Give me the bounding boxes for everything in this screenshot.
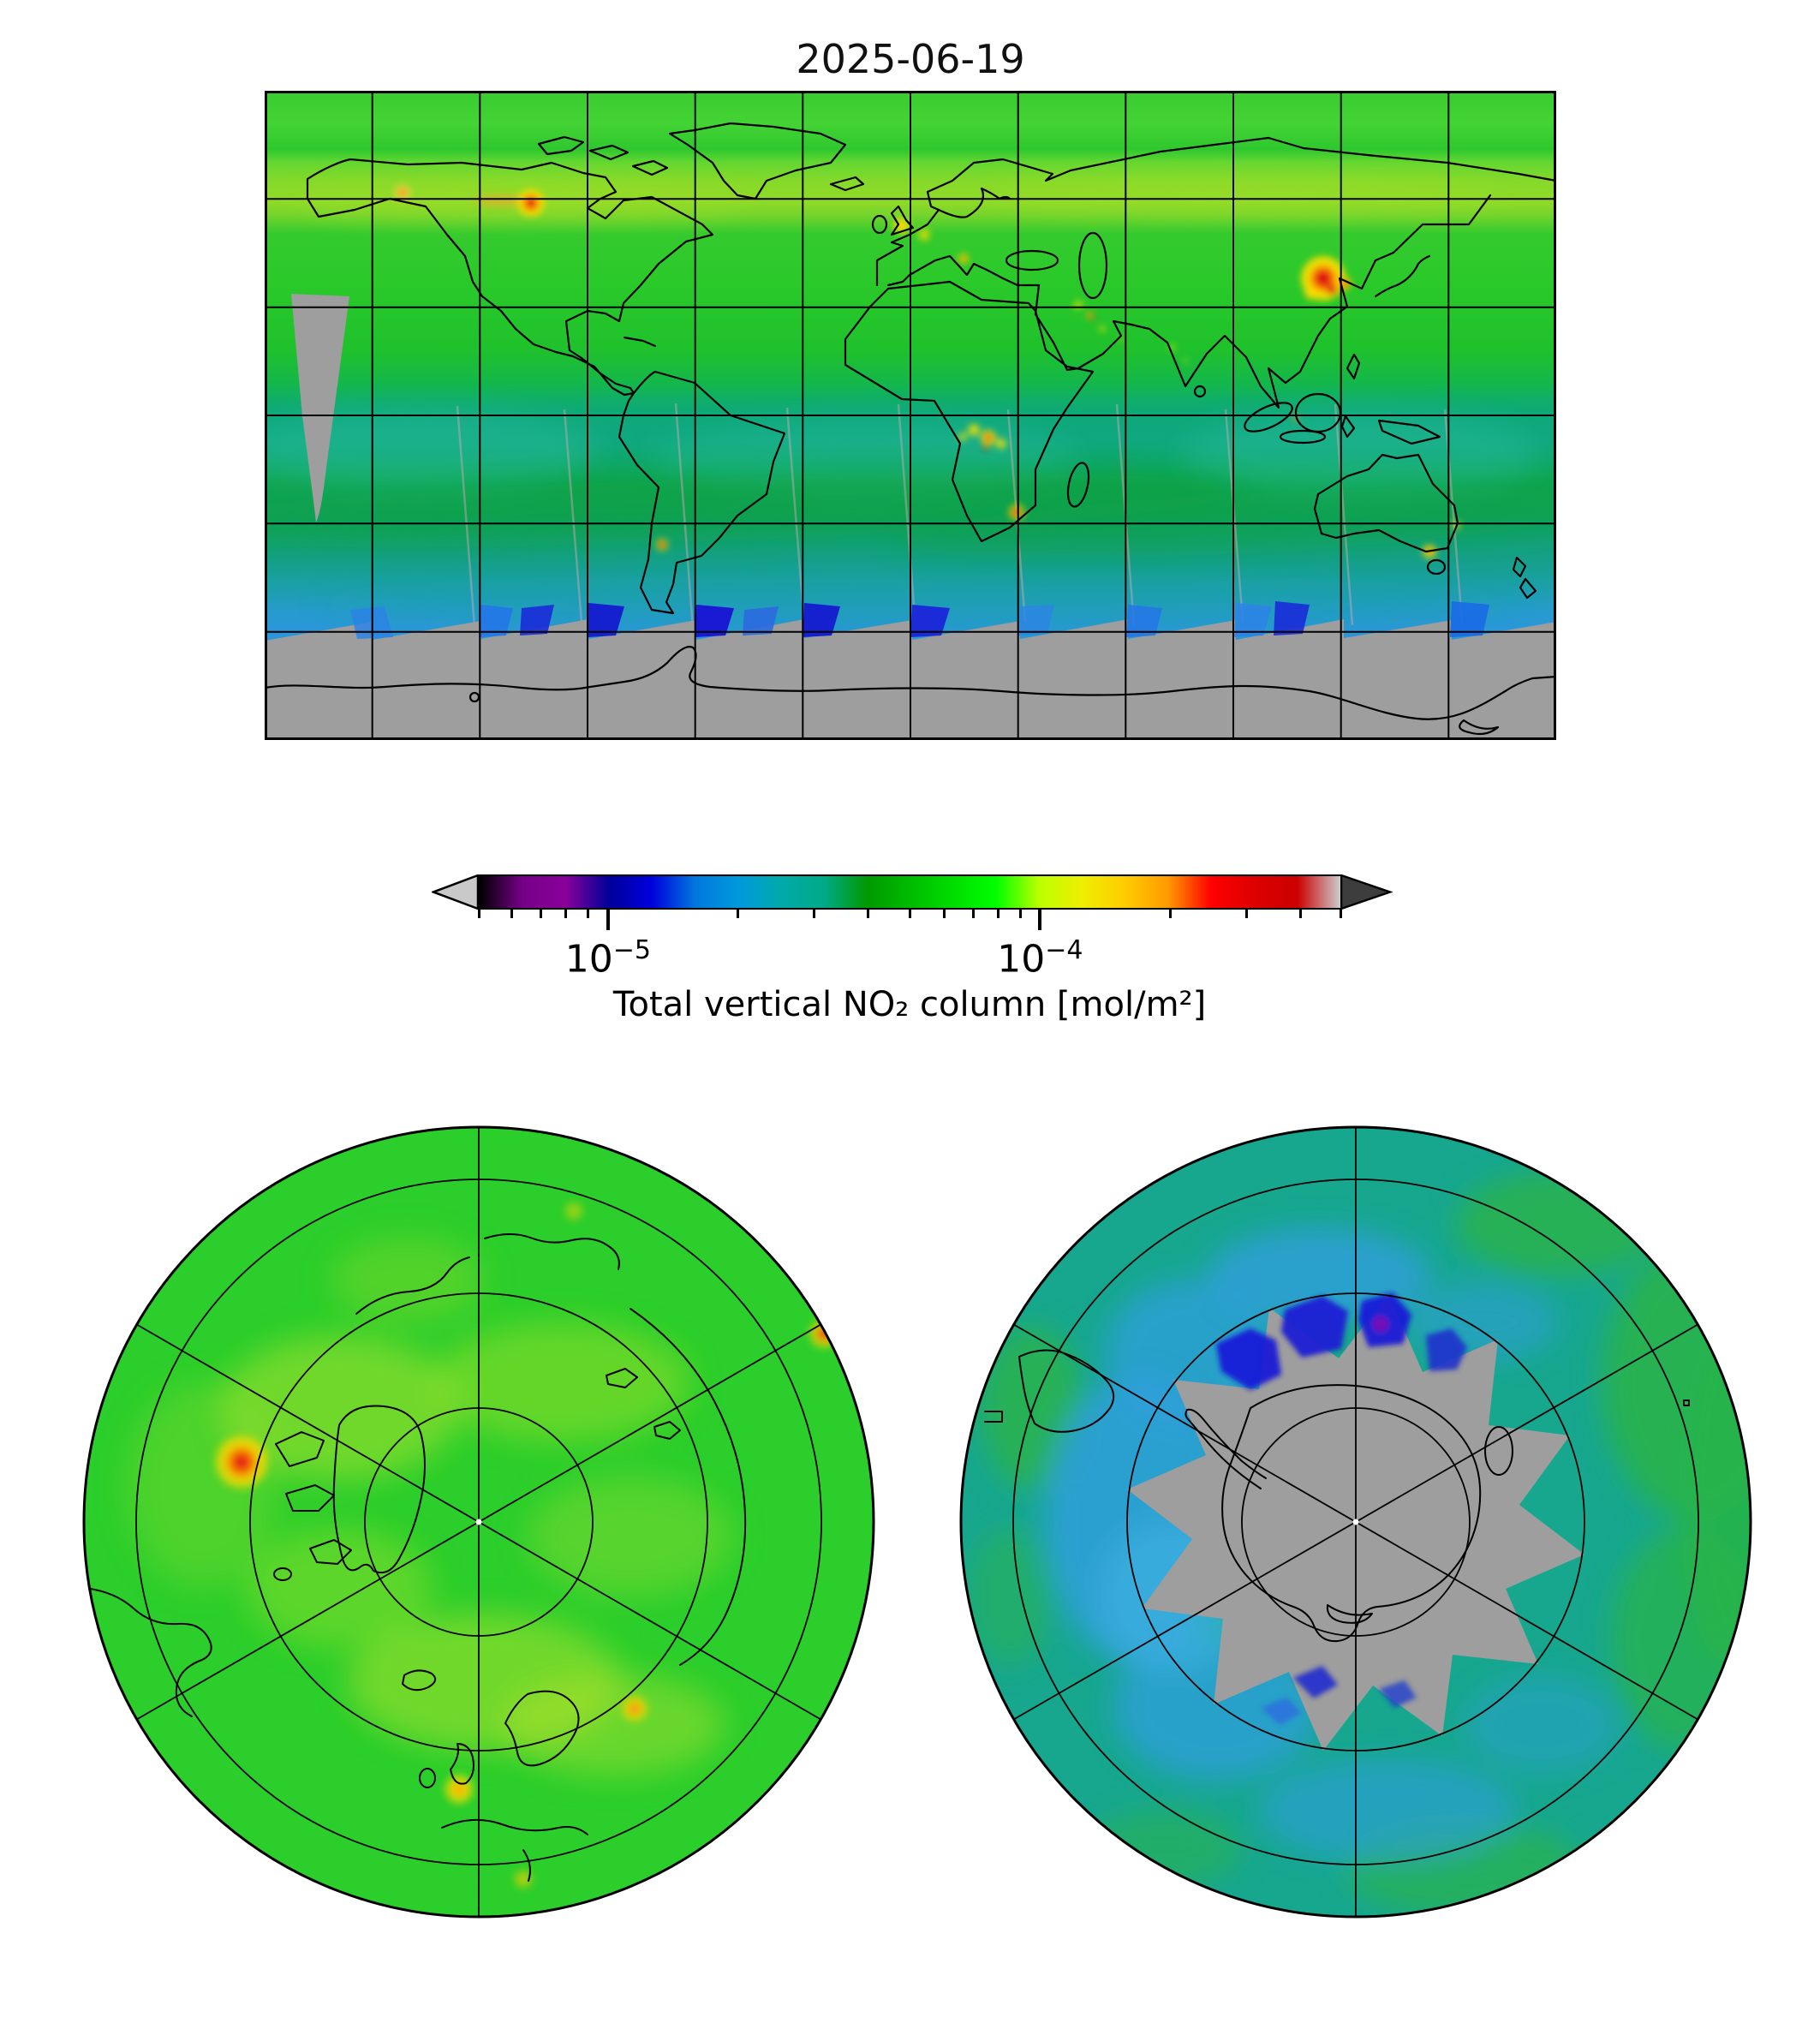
figure-title: 2025-06-19 [796,36,1025,82]
colorbar-minor-tick [1168,910,1172,918]
emission-hotspots [394,184,1460,558]
pole-point [1352,1519,1359,1525]
colorbar-minor-tick [587,910,590,918]
colorbar-gradient-body [478,874,1342,910]
north-raster-texture [125,1237,733,1776]
colorbar-minor-tick [564,910,568,918]
colorbar-minor-tick [942,910,946,918]
global-map-panel [265,91,1556,740]
colorbar-under-arrow [432,874,480,910]
colorbar-minor-tick [1298,910,1302,918]
antarctica-coastline [265,646,1556,736]
graticule-grid [265,91,1556,740]
colorbar-over-arrow [1340,874,1393,910]
colorbar-tick-label-1e-5: 10−5 [564,935,651,982]
colorbar-minor-tick [909,910,911,918]
colorbar-ticks [478,910,1342,934]
colorbar-minor-tick [1018,910,1022,918]
south-polar-image [959,1125,1752,1919]
colorbar-minor-tick [510,910,514,918]
colorbar-major-tick [606,910,610,930]
colorbar-tick-labels: 10−5 10−4 [478,935,1342,987]
colorbar-minor-tick [1340,910,1342,918]
colorbar-tick-label-1e-4: 10−4 [997,935,1083,982]
north-polar-panel [82,1125,875,1919]
colorbar-minor-tick [737,910,740,918]
global-map-image [265,91,1556,740]
south-map-border [959,1125,1752,1919]
colorbar-minor-tick [813,910,816,918]
coastlines [306,122,1556,615]
colorbar-minor-tick [1244,910,1248,918]
south-polar-panel [959,1125,1752,1919]
colorbar-axis-label: Total vertical NO₂ column [mol/m²] [612,985,1207,1024]
north-polar-image [82,1125,875,1919]
colorbar-minor-tick [971,910,975,918]
antarctic-blue-fringe [350,601,1489,639]
colorbar-minor-tick [867,910,870,918]
colorbar-minor-tick [540,910,543,918]
map-border [265,91,1556,740]
colorbar-minor-tick [478,910,480,918]
north-coastlines [84,1233,747,1882]
south-deep-blue-fringe [1216,1292,1467,1725]
pole-point [475,1519,482,1525]
colorbar-major-tick [1038,910,1042,930]
missing-swath-gap [291,294,349,522]
north-map-border [82,1125,875,1919]
colorbar-minor-tick [996,910,1000,918]
